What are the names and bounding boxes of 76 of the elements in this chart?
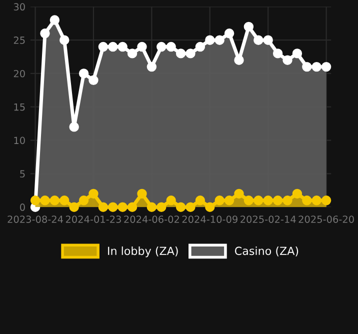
point bbox=[88, 188, 98, 199]
point bbox=[263, 35, 273, 45]
point bbox=[312, 62, 322, 72]
point bbox=[195, 196, 206, 206]
point bbox=[108, 202, 118, 212]
point bbox=[30, 196, 40, 206]
point bbox=[127, 48, 138, 58]
point bbox=[224, 28, 234, 38]
point bbox=[40, 196, 50, 206]
point bbox=[137, 188, 147, 199]
point bbox=[244, 22, 254, 32]
point bbox=[321, 196, 332, 206]
point bbox=[127, 202, 138, 212]
point bbox=[166, 42, 176, 52]
point bbox=[224, 196, 234, 206]
point bbox=[69, 202, 79, 212]
point bbox=[205, 35, 215, 45]
point bbox=[312, 196, 322, 206]
y-tick-label: 0 bbox=[20, 204, 25, 211]
point bbox=[234, 188, 244, 199]
point bbox=[282, 55, 292, 65]
point bbox=[156, 42, 166, 52]
x-tick-label: 2024-10-09 bbox=[182, 216, 238, 223]
point bbox=[166, 196, 176, 206]
point bbox=[118, 42, 128, 52]
x-tick-label: 2024-01-23 bbox=[66, 216, 121, 223]
legend-label: In lobby (ZA) bbox=[108, 246, 178, 258]
point bbox=[321, 62, 332, 72]
point bbox=[98, 202, 108, 212]
point bbox=[156, 202, 166, 212]
x-tick-label: 2023-08-24 bbox=[8, 216, 63, 223]
point bbox=[205, 202, 215, 212]
x-tick-label: 2025-02-14 bbox=[240, 216, 296, 223]
y-tick-label: 5 bbox=[20, 170, 25, 178]
point bbox=[176, 202, 186, 212]
point bbox=[78, 68, 89, 78]
point bbox=[186, 202, 196, 212]
point bbox=[214, 35, 224, 45]
point bbox=[50, 196, 60, 206]
point bbox=[214, 196, 224, 206]
x-tick-label: 2024-06-02 bbox=[124, 216, 179, 223]
point bbox=[98, 42, 108, 52]
point bbox=[108, 42, 118, 52]
x-tick-label: 2025-06-20 bbox=[298, 216, 354, 223]
point bbox=[195, 42, 206, 52]
point bbox=[186, 48, 196, 58]
point bbox=[254, 35, 264, 45]
point bbox=[40, 28, 50, 38]
point bbox=[234, 55, 244, 65]
point bbox=[244, 196, 254, 206]
y-tick-label: 25 bbox=[14, 36, 25, 44]
y-tick-label: 20 bbox=[14, 70, 25, 78]
point bbox=[137, 42, 147, 52]
point bbox=[272, 196, 283, 206]
point bbox=[146, 62, 157, 72]
point bbox=[254, 196, 264, 206]
point bbox=[78, 196, 89, 206]
point bbox=[302, 62, 312, 72]
point bbox=[69, 122, 79, 132]
point bbox=[60, 35, 70, 45]
point bbox=[176, 48, 186, 58]
point bbox=[88, 75, 98, 86]
point bbox=[272, 48, 283, 58]
point bbox=[263, 196, 273, 206]
point bbox=[282, 196, 292, 206]
y-tick-label: 15 bbox=[14, 103, 25, 111]
point bbox=[292, 188, 302, 199]
point bbox=[146, 202, 157, 212]
point bbox=[302, 196, 312, 206]
point bbox=[60, 196, 70, 206]
legend-label: Casino (ZA) bbox=[234, 246, 298, 256]
y-tick-label: 30 bbox=[14, 3, 25, 11]
point bbox=[118, 202, 128, 212]
point bbox=[292, 48, 302, 58]
point bbox=[50, 15, 60, 25]
y-tick-label: 10 bbox=[14, 136, 25, 144]
